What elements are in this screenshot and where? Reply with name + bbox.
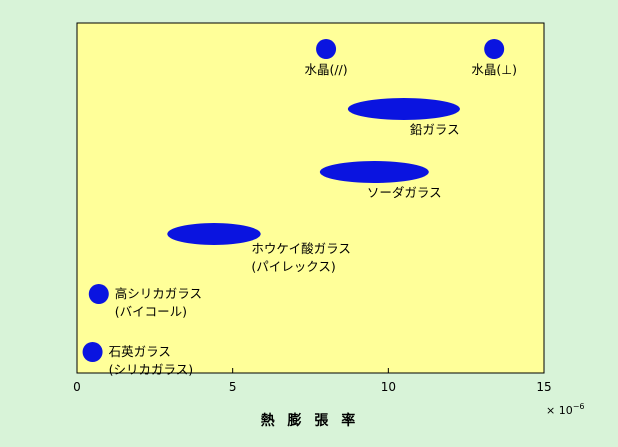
x-axis-unit: × 10−6 xyxy=(546,402,585,417)
data-point-4 xyxy=(167,223,261,245)
data-label-4-line-1: (パイレックス) xyxy=(251,259,335,274)
data-label-4-line-0: ホウケイ酸ガラス xyxy=(251,241,351,256)
x-tick-label-0: 0 xyxy=(73,380,81,394)
data-label-6-line-0: 石英ガラス xyxy=(109,344,171,359)
x-axis-unit-base: × 10 xyxy=(546,404,573,417)
data-point-0 xyxy=(316,39,337,59)
data-point-3 xyxy=(319,161,429,183)
x-tick-label-2: 10 xyxy=(381,380,396,394)
data-label-5-line-1: (バイコール) xyxy=(115,304,187,319)
data-label-3-line-0: ソーダガラス xyxy=(367,185,442,200)
data-label-5-line-0: 高シリカガラス xyxy=(115,286,202,301)
plot-area xyxy=(76,22,545,374)
x-axis-title: 熱 膨 張 率 xyxy=(261,412,360,429)
data-label-0-line-0: 水晶(//) xyxy=(304,62,347,77)
x-axis: 0 5 10 15 xyxy=(73,368,552,394)
data-point-6 xyxy=(82,342,103,362)
data-label-2-line-0: 鉛ガラス xyxy=(410,122,460,137)
x-axis-unit-exponent: −6 xyxy=(573,402,585,411)
x-tick-label-3: 15 xyxy=(536,380,551,394)
data-point-5 xyxy=(88,284,109,304)
data-label-1-line-0: 水晶(⊥) xyxy=(471,62,517,77)
data-point-2 xyxy=(347,98,460,120)
data-label-6-line-1: (シリカガラス) xyxy=(109,362,194,377)
data-point-1 xyxy=(484,39,505,59)
x-tick-label-1: 5 xyxy=(229,380,237,394)
